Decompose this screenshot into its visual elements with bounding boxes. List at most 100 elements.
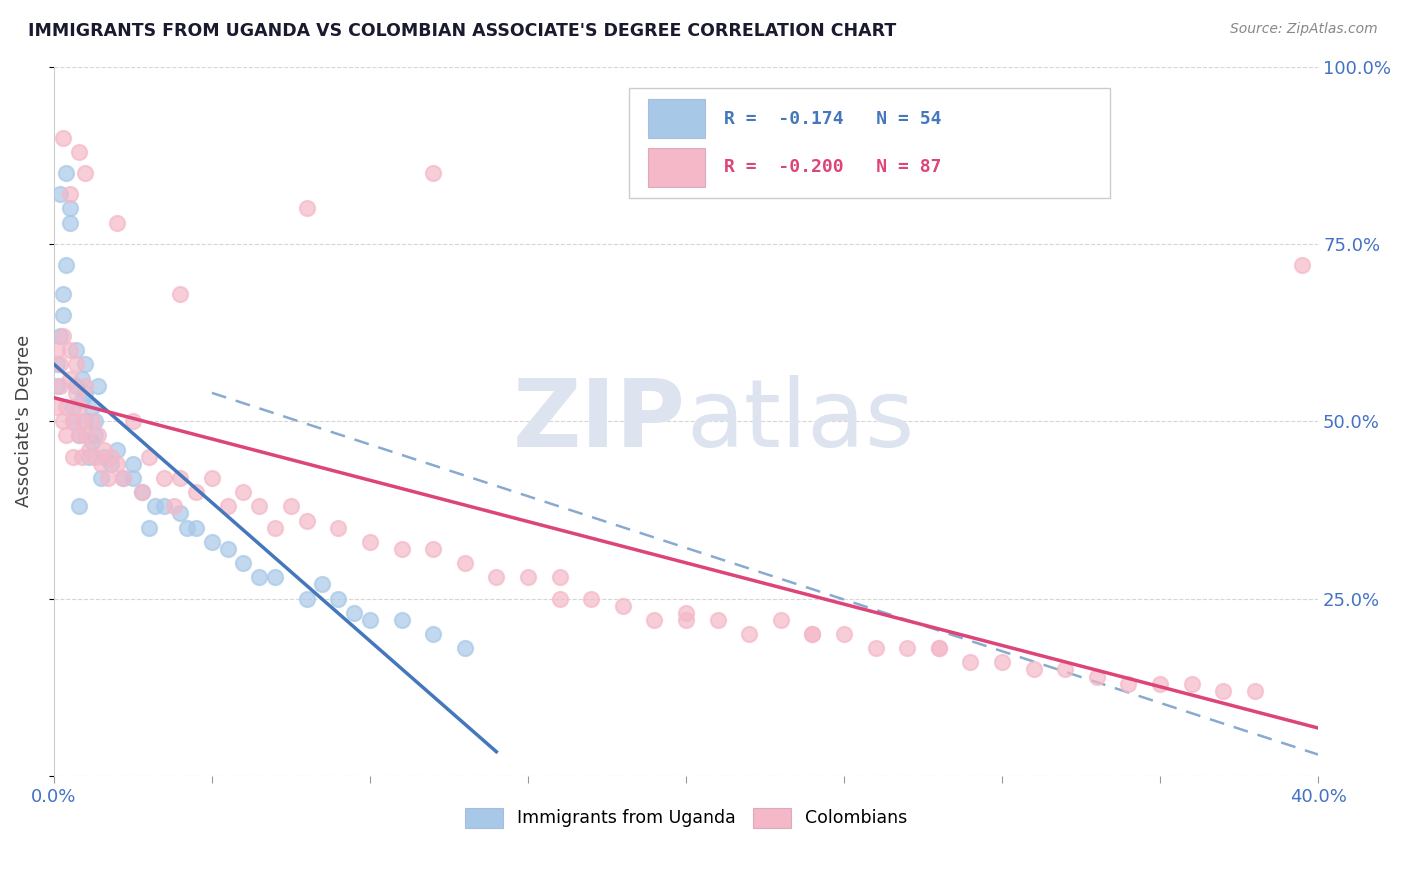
Point xyxy=(928,641,950,656)
Point xyxy=(169,286,191,301)
Point xyxy=(738,627,761,641)
Point xyxy=(1212,683,1234,698)
Point xyxy=(72,450,94,464)
Point xyxy=(264,520,287,534)
Point xyxy=(1291,258,1313,272)
Point xyxy=(131,485,153,500)
Point xyxy=(612,599,634,613)
Point xyxy=(59,187,82,202)
Point xyxy=(865,641,887,656)
Point xyxy=(46,400,69,414)
Point xyxy=(422,166,444,180)
Point xyxy=(201,471,224,485)
Point xyxy=(87,428,110,442)
Point xyxy=(84,414,107,428)
Point xyxy=(247,570,270,584)
Point xyxy=(928,641,950,656)
Point xyxy=(896,641,918,656)
Point xyxy=(90,471,112,485)
Point xyxy=(100,450,122,464)
Point xyxy=(77,450,100,464)
Point xyxy=(67,500,90,514)
Point xyxy=(62,450,84,464)
Point xyxy=(80,400,103,414)
Point xyxy=(46,378,69,392)
Point xyxy=(769,613,792,627)
Point xyxy=(153,471,176,485)
Point xyxy=(72,372,94,386)
Point xyxy=(184,485,207,500)
Point xyxy=(105,457,128,471)
Point xyxy=(62,400,84,414)
Point xyxy=(163,500,186,514)
Point xyxy=(75,358,97,372)
Point xyxy=(143,500,166,514)
Point xyxy=(391,613,413,627)
Bar xyxy=(648,99,704,138)
Point xyxy=(52,414,75,428)
Point xyxy=(105,216,128,230)
Point xyxy=(169,507,191,521)
Point xyxy=(832,627,855,641)
Point xyxy=(52,130,75,145)
Point xyxy=(232,485,254,500)
Point xyxy=(77,442,100,457)
Point xyxy=(90,457,112,471)
Point xyxy=(1022,663,1045,677)
Point xyxy=(62,414,84,428)
Point xyxy=(93,450,115,464)
Point xyxy=(801,627,824,641)
Point xyxy=(1181,676,1204,690)
Point xyxy=(201,534,224,549)
Point xyxy=(80,435,103,450)
Point xyxy=(97,471,120,485)
Point xyxy=(343,606,366,620)
Point xyxy=(675,613,697,627)
Point xyxy=(295,514,318,528)
Point xyxy=(280,500,302,514)
Point xyxy=(264,570,287,584)
Point xyxy=(59,216,82,230)
Point xyxy=(52,286,75,301)
Point xyxy=(59,343,82,358)
Point xyxy=(1149,676,1171,690)
Point xyxy=(75,385,97,400)
Point xyxy=(1054,663,1077,677)
Point xyxy=(59,372,82,386)
Point xyxy=(706,613,728,627)
Point xyxy=(138,520,160,534)
Bar xyxy=(648,147,704,186)
Point xyxy=(67,428,90,442)
Point xyxy=(112,471,135,485)
Point xyxy=(359,613,381,627)
Point xyxy=(65,378,87,392)
Text: IMMIGRANTS FROM UGANDA VS COLOMBIAN ASSOCIATE'S DEGREE CORRELATION CHART: IMMIGRANTS FROM UGANDA VS COLOMBIAN ASSO… xyxy=(28,22,897,40)
Point xyxy=(49,329,72,343)
Text: atlas: atlas xyxy=(686,376,914,467)
Point xyxy=(80,414,103,428)
Point xyxy=(675,606,697,620)
Point xyxy=(46,358,69,372)
Point xyxy=(84,450,107,464)
Point xyxy=(959,656,981,670)
FancyBboxPatch shape xyxy=(628,88,1109,198)
Point xyxy=(67,400,90,414)
Point xyxy=(72,414,94,428)
Point xyxy=(138,450,160,464)
Point xyxy=(454,556,477,570)
Point xyxy=(991,656,1014,670)
Point xyxy=(328,591,350,606)
Point xyxy=(105,442,128,457)
Point xyxy=(548,570,571,584)
Point xyxy=(801,627,824,641)
Point xyxy=(485,570,508,584)
Point xyxy=(1244,683,1267,698)
Point xyxy=(75,378,97,392)
Point xyxy=(121,471,143,485)
Point xyxy=(153,500,176,514)
Point xyxy=(49,378,72,392)
Text: Source: ZipAtlas.com: Source: ZipAtlas.com xyxy=(1230,22,1378,37)
Point xyxy=(112,471,135,485)
Point xyxy=(75,414,97,428)
Point xyxy=(247,500,270,514)
